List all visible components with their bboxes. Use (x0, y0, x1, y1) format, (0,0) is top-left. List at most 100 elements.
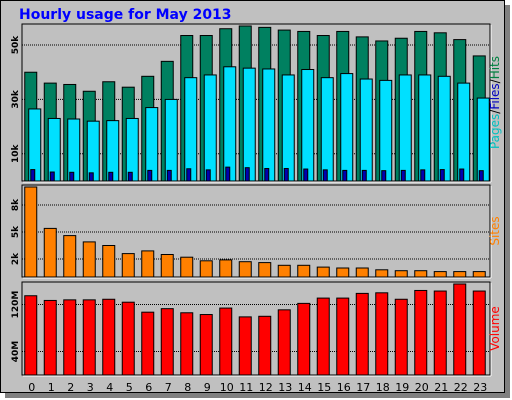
bar-files (281, 74, 295, 182)
y-tick-label: 2k (11, 252, 21, 265)
bar-pages (147, 169, 153, 182)
bar-files (418, 74, 432, 182)
x-tick-label: 1 (48, 381, 55, 394)
bar-sites (336, 267, 350, 278)
bar-sites (199, 260, 213, 278)
bar-sites (394, 270, 408, 278)
plot-area (21, 184, 491, 278)
bar-pages (225, 166, 231, 182)
bar-pages (205, 169, 211, 182)
bar-volume (336, 297, 350, 376)
bar-files (67, 118, 81, 182)
x-tick-label: 22 (454, 381, 468, 394)
bar-pages (439, 169, 445, 182)
bar-files (86, 120, 100, 182)
plot-area (21, 23, 491, 182)
bar-sites (277, 264, 291, 278)
y-tick-label: 5k (11, 225, 21, 238)
bar-pages (108, 171, 114, 182)
bar-volume (180, 312, 194, 376)
x-tick-label: 7 (165, 381, 172, 394)
x-tick-label: 9 (204, 381, 211, 394)
bar-sites (433, 271, 447, 278)
bar-sites (258, 262, 272, 278)
bar-files (262, 68, 276, 182)
bar-sites (141, 250, 155, 278)
x-tick-label: 17 (356, 381, 370, 394)
bar-sites (297, 264, 311, 278)
bar-volume (82, 299, 96, 376)
bar-volume (24, 295, 38, 376)
chart-title: Hourly usage for May 2013 (19, 7, 232, 23)
x-tick-label: 15 (317, 381, 331, 394)
bar-pages (264, 167, 270, 182)
bar-pages (420, 169, 426, 182)
bar-pages (342, 169, 348, 182)
x-tick-label: 8 (184, 381, 191, 394)
bar-pages (283, 167, 289, 182)
bar-pages (322, 169, 328, 182)
x-tick-label: 12 (259, 381, 273, 394)
y-tick-label: 30k (11, 89, 21, 109)
bar-volume (63, 299, 77, 376)
y-axis-label-part: / (488, 109, 502, 114)
bar-files (340, 73, 354, 182)
x-tick-label: 5 (126, 381, 133, 394)
bar-volume (414, 289, 428, 376)
bar-volume (258, 315, 272, 376)
bar-pages (361, 169, 367, 182)
bar-volume (238, 316, 252, 376)
bar-volume (453, 283, 467, 376)
y-axis-label-part: Files (488, 83, 502, 109)
x-tick-label: 14 (298, 381, 312, 394)
y-tick-label: 120M (11, 291, 21, 319)
bar-volume (375, 292, 389, 376)
bar-files (301, 69, 315, 182)
bar-pages (30, 169, 36, 182)
bar-pages (303, 168, 309, 182)
x-tick-label: 20 (415, 381, 429, 394)
bar-files (242, 67, 256, 182)
bar-volume (199, 314, 213, 376)
y-tick-label: 8k (11, 198, 21, 211)
x-tick-label: 23 (473, 381, 487, 394)
bar-volume (472, 290, 486, 376)
bar-sites (102, 245, 116, 278)
y-axis-label: Pages/Files/Hits (488, 56, 502, 149)
y-axis-label-part: Hits (488, 56, 502, 79)
x-tick-label: 16 (337, 381, 351, 394)
bar-pages (88, 172, 94, 182)
bar-pages (127, 171, 133, 182)
bar-sites (43, 227, 57, 278)
bar-files (359, 78, 373, 182)
bar-sites (63, 235, 77, 278)
y-axis-label-part: Pages (488, 114, 502, 149)
bar-pages (381, 170, 387, 182)
x-tick-label: 3 (87, 381, 94, 394)
bar-volume (141, 311, 155, 376)
bar-files (125, 117, 139, 182)
x-tick-label: 4 (106, 381, 113, 394)
bar-volume (43, 299, 57, 376)
bar-sites (219, 259, 233, 278)
bar-pages (244, 167, 250, 182)
bar-sites (82, 241, 96, 278)
bar-sites (375, 269, 389, 278)
x-tick-label: 13 (278, 381, 292, 394)
bar-files (184, 77, 198, 182)
bar-sites (24, 186, 38, 278)
bar-pages (186, 168, 192, 182)
bar-sites (472, 271, 486, 278)
bar-volume (297, 302, 311, 376)
bar-pages (49, 171, 55, 182)
bar-files (320, 77, 334, 182)
panel-volume: 40M 120M Volume (11, 281, 502, 377)
bar-volume (219, 307, 233, 376)
x-tick-label: 19 (395, 381, 409, 394)
bar-volume (102, 298, 116, 376)
bar-files (164, 98, 178, 182)
bar-pages (478, 170, 484, 182)
y-axis-label: Volume (488, 306, 502, 351)
